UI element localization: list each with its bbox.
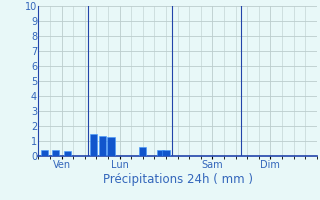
Bar [107,137,115,156]
Bar [64,151,71,156]
Bar [162,150,170,156]
Bar [139,147,147,156]
Bar [99,136,106,156]
Bar [41,150,48,156]
X-axis label: Précipitations 24h ( mm ): Précipitations 24h ( mm ) [103,173,252,186]
Bar [90,134,97,156]
Bar [156,150,164,156]
Bar [52,150,60,156]
